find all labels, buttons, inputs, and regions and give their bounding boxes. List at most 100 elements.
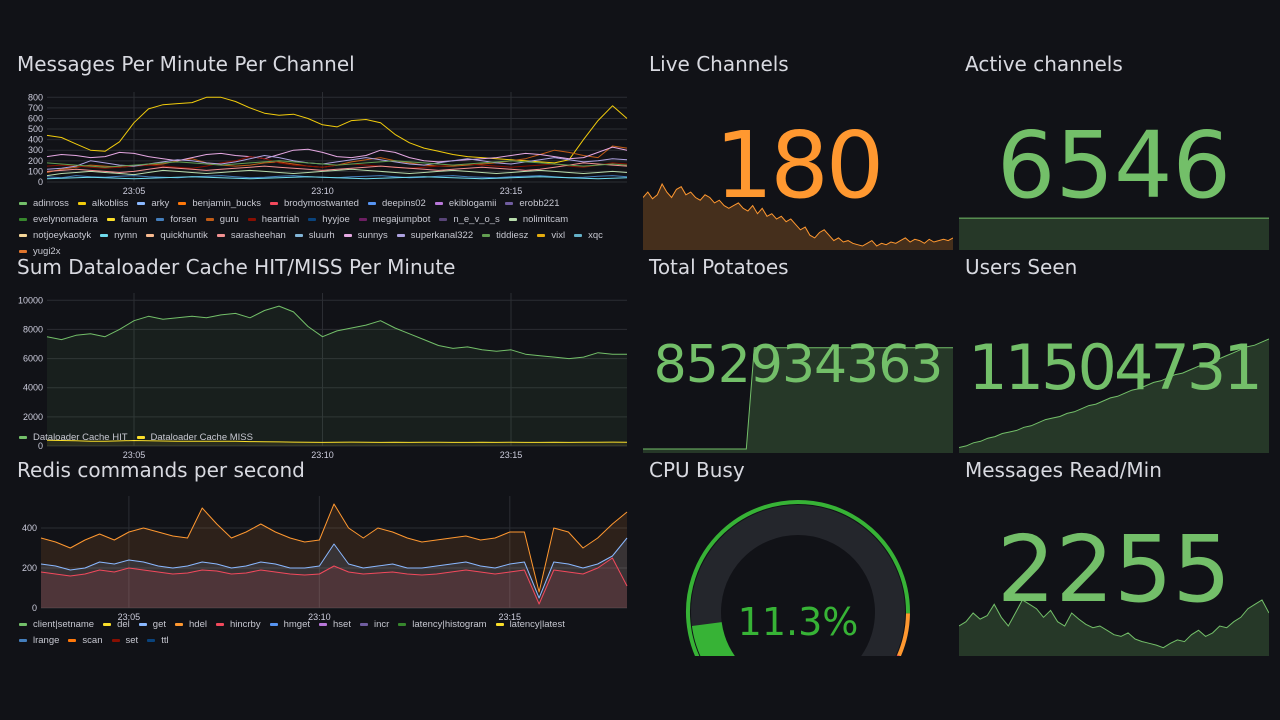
live-channels-panel[interactable]: Live Channels 180 xyxy=(643,52,953,250)
cpu-busy-gauge xyxy=(686,500,910,656)
legend-item[interactable]: hdel xyxy=(175,617,207,633)
legend-swatch xyxy=(482,233,491,237)
series-area xyxy=(41,558,627,608)
legend-item[interactable]: evelynomadera xyxy=(19,212,98,228)
legend-item[interactable]: heartriah xyxy=(247,212,299,228)
legend-swatch xyxy=(19,217,27,221)
legend-label: guru xyxy=(219,214,239,225)
legend-swatch xyxy=(19,233,27,237)
legend-item[interactable]: erobb221 xyxy=(505,196,560,212)
legend-item[interactable]: sunnys xyxy=(343,228,388,244)
legend-item[interactable]: sluurh xyxy=(294,228,335,244)
legend-label: ekiblogamii xyxy=(448,198,497,209)
legend-item[interactable]: incr xyxy=(359,617,389,633)
legend-item[interactable]: hincrby xyxy=(215,617,261,633)
legend-item[interactable]: sarasheehan xyxy=(216,228,286,244)
panel-title[interactable]: Messages Read/Min xyxy=(965,458,1162,482)
legend-item[interactable]: ekiblogamii xyxy=(434,196,497,212)
legend-item[interactable]: notjoeykaotyk xyxy=(19,228,91,244)
legend-item[interactable]: latency|latest xyxy=(495,617,565,633)
legend-item[interactable]: hyyjoe xyxy=(308,212,350,228)
legend-item[interactable]: client|setname xyxy=(19,617,94,633)
y-tick-label: 4000 xyxy=(23,383,43,393)
legend-item[interactable]: megajumpbot xyxy=(358,212,430,228)
legend-item[interactable]: fanum xyxy=(106,212,148,228)
x-tick-label: 23:15 xyxy=(500,186,523,196)
messages-read-panel[interactable]: Messages Read/Min 2255 xyxy=(959,458,1269,656)
legend-item[interactable]: hset xyxy=(319,617,351,633)
sparkline-line xyxy=(643,182,953,247)
legend-item[interactable]: vixl xyxy=(537,228,565,244)
legend-label: hincrby xyxy=(229,619,261,630)
panel-title[interactable]: Messages Per Minute Per Channel xyxy=(17,52,355,76)
legend-item[interactable]: yugi2x xyxy=(19,244,60,260)
legend-label: fanum xyxy=(120,214,148,225)
y-tick-label: 300 xyxy=(28,145,43,155)
panel-title[interactable]: Active channels xyxy=(965,52,1123,76)
panel-title[interactable]: Users Seen xyxy=(965,255,1078,279)
legend-item[interactable]: Dataloader Cache MISS xyxy=(136,430,253,446)
cpu-busy-panel[interactable]: CPU Busy 11.3% xyxy=(643,458,953,656)
redis-commands-panel[interactable]: Redis commands per second 0 200 400 23:05 23… xyxy=(17,458,629,654)
legend-item[interactable]: Dataloader Cache HIT xyxy=(19,430,128,446)
legend-label: sunnys xyxy=(357,230,388,241)
legend-item[interactable]: forsen xyxy=(156,212,197,228)
legend-item[interactable]: scan xyxy=(68,633,103,649)
panel-title[interactable]: Live Channels xyxy=(649,52,789,76)
legend-label: vixl xyxy=(551,230,566,241)
x-tick-label: 23:15 xyxy=(499,612,522,622)
legend-item[interactable]: nolimitcam xyxy=(508,212,569,228)
panel-title[interactable]: Redis commands per second xyxy=(17,458,305,482)
legend-label: superkanal322 xyxy=(410,230,474,241)
legend-item[interactable]: hmget xyxy=(269,617,310,633)
legend-item[interactable]: deepins02 xyxy=(367,196,426,212)
legend-label: nymn xyxy=(114,230,138,241)
active-channels-panel[interactable]: Active channels 6546 xyxy=(959,52,1269,250)
legend-item[interactable]: latency|histogram xyxy=(398,617,487,633)
messages-per-minute-panel[interactable]: Messages Per Minute Per Channel 0 100 200 3… xyxy=(17,52,629,257)
dataloader-panel[interactable]: Sum Dataloader Cache HIT/MISS Per Minute… xyxy=(17,255,629,460)
legend-item[interactable]: guru xyxy=(205,212,239,228)
legend-item[interactable]: superkanal322 xyxy=(396,228,474,244)
legend-item[interactable]: lrange xyxy=(19,633,59,649)
y-tick-label: 10000 xyxy=(18,295,43,305)
legend-label: get xyxy=(152,619,166,630)
panel-title[interactable]: CPU Busy xyxy=(649,458,745,482)
redis-commands-chart[interactable]: 0 200 400 23:05 23:10 23:15 xyxy=(17,490,629,622)
active-channels-sparkline xyxy=(959,217,1269,250)
legend-swatch xyxy=(216,233,225,237)
legend-label: evelynomadera xyxy=(33,214,98,225)
y-tick-label: 200 xyxy=(22,563,37,573)
legend-item[interactable]: nymn xyxy=(100,228,137,244)
panel-title[interactable]: Total Potatoes xyxy=(649,255,789,279)
users-seen-panel[interactable]: Users Seen 11504731 xyxy=(959,255,1269,453)
legend-label: nolimitcam xyxy=(522,214,569,225)
dataloader-chart[interactable]: 0 2000 4000 6000 8000 10000 23:05 23:10 23:15 xyxy=(17,285,629,460)
legend-item[interactable]: tiddiesz xyxy=(482,228,528,244)
legend-item[interactable]: set xyxy=(111,633,138,649)
legend-item[interactable]: alkobliss xyxy=(77,196,129,212)
legend-label: benjamin_bucks xyxy=(192,198,261,209)
legend-label: hyyjoe xyxy=(322,214,350,225)
gauge-value-arc xyxy=(691,621,735,656)
legend-item[interactable]: del xyxy=(103,617,130,633)
legend-item[interactable]: get xyxy=(138,617,166,633)
legend-label: sluurh xyxy=(308,230,335,241)
legend-swatch xyxy=(398,622,407,626)
legend-item[interactable]: benjamin_bucks xyxy=(178,196,261,212)
panel-title[interactable]: Sum Dataloader Cache HIT/MISS Per Minute xyxy=(17,255,456,279)
legend-item[interactable]: n_e_v_o_s xyxy=(439,212,500,228)
legend-swatch xyxy=(175,622,183,626)
y-tick-label: 100 xyxy=(28,166,43,176)
legend-label: Dataloader Cache HIT xyxy=(33,432,128,443)
total-potatoes-panel[interactable]: Total Potatoes 852934363 xyxy=(643,255,953,453)
legend-item[interactable]: arky xyxy=(137,196,169,212)
legend-item[interactable]: brodymostwanted xyxy=(269,196,359,212)
gauge-track xyxy=(691,505,905,656)
legend-label: alkobliss xyxy=(91,198,129,209)
legend-item[interactable]: quickhuntik xyxy=(146,228,208,244)
legend-item[interactable]: ttl xyxy=(147,633,169,649)
legend-item[interactable]: xqc xyxy=(574,228,603,244)
legend-item[interactable]: adinross xyxy=(19,196,69,212)
